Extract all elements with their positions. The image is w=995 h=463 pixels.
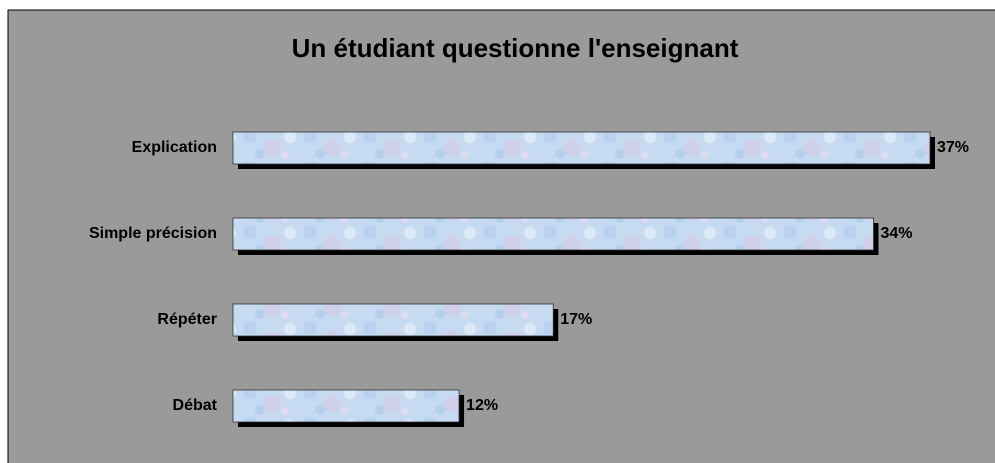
bar	[232, 131, 931, 165]
y-tick-label: Simple précision	[89, 225, 217, 242]
bar	[232, 389, 460, 423]
value-label: 37%	[937, 139, 969, 156]
y-tick-label: Débat	[173, 397, 218, 414]
bar	[232, 303, 554, 337]
bar	[232, 217, 874, 251]
value-label: 34%	[880, 225, 912, 242]
y-tick-label: Répéter	[157, 311, 217, 328]
y-tick-label: Explication	[132, 139, 217, 156]
chart-title: Un étudiant questionne l'enseignant	[292, 33, 739, 63]
value-label: 12%	[466, 397, 498, 414]
value-label: 17%	[560, 311, 592, 328]
